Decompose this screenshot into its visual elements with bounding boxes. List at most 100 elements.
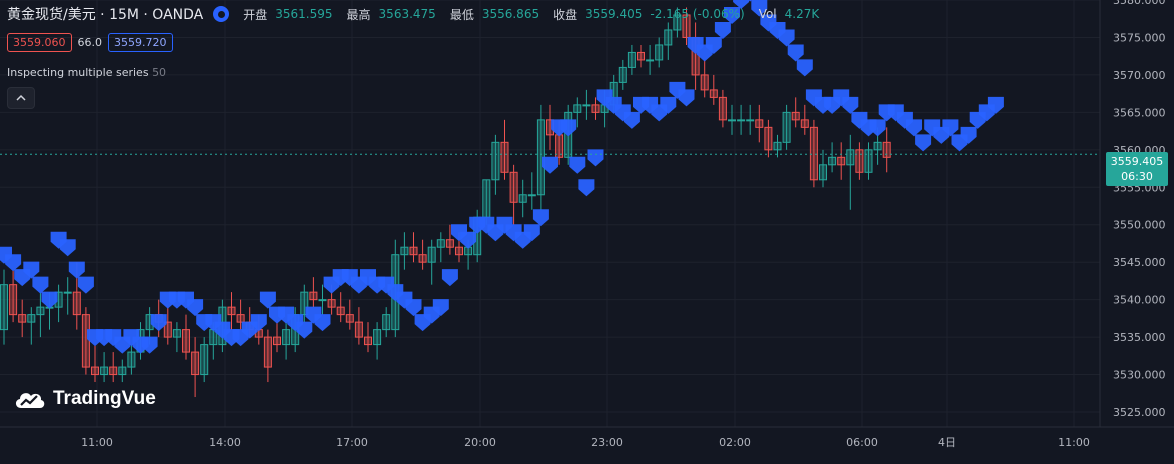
marker-shape	[250, 314, 267, 332]
marker-shape	[960, 126, 977, 144]
symbol-title[interactable]: 黄金现货/美元 · 15M · OANDA	[7, 7, 204, 23]
y-tick-label: 3580.000	[1113, 0, 1166, 7]
candle-body	[373, 329, 382, 346]
marker-shape	[314, 314, 331, 332]
marker-shape	[660, 96, 677, 114]
y-tick-label: 3545.000	[1113, 256, 1166, 269]
marker-shape	[59, 239, 76, 257]
ask-button[interactable]: 3559.720	[108, 33, 173, 52]
candle-body	[837, 156, 846, 166]
marker-shape	[460, 231, 477, 249]
marker-shape	[714, 21, 731, 39]
candle-body	[81, 314, 90, 368]
candle-body	[309, 291, 318, 301]
indicator-label: Inspecting multiple series	[7, 66, 149, 79]
candle-body	[263, 336, 272, 368]
y-tick-label: 3565.000	[1113, 106, 1166, 119]
candle-body	[773, 141, 782, 151]
marker-shape	[141, 336, 158, 354]
marker-shape	[724, 6, 740, 24]
candle-body	[491, 141, 500, 181]
high-value: 3563.475	[378, 7, 436, 21]
marker-shape	[432, 299, 449, 317]
candle-body	[655, 44, 664, 61]
marker-shape	[523, 224, 540, 242]
time-axis[interactable]: 11:00 14:00 17:00 20:00 23:00 02:00 06:00 4日 11:…	[81, 436, 1090, 449]
y-tick-label: 3525.000	[1113, 406, 1166, 419]
marker-shape	[296, 321, 313, 339]
candle-body	[200, 344, 209, 376]
candle-body	[172, 329, 181, 338]
marker-shape	[587, 149, 604, 167]
candle-body	[445, 239, 454, 248]
vol-value: 4.27K	[784, 7, 820, 21]
marker-shape	[68, 261, 85, 279]
marker-shape	[678, 89, 695, 107]
candle-body	[300, 291, 309, 316]
candle-body	[700, 74, 709, 91]
candle-body	[273, 336, 281, 346]
marker-shape	[842, 96, 859, 114]
logo-text: TradingVue	[53, 388, 156, 409]
y-tick-label: 3535.000	[1113, 331, 1166, 344]
vol-label: Vol	[758, 7, 777, 21]
candle-body	[227, 306, 236, 316]
candle-body	[500, 141, 509, 173]
marker-shape	[77, 276, 94, 294]
marker-shape	[751, 0, 768, 17]
candle-body	[127, 351, 136, 368]
marker-shape	[623, 111, 640, 129]
indicator-legend[interactable]: Inspecting multiple series 50	[7, 66, 166, 79]
candle-body	[828, 156, 837, 166]
x-tick-label: 11:00	[1058, 436, 1090, 449]
marker-shape	[560, 119, 577, 137]
marker-shape	[41, 291, 58, 309]
candle-body	[409, 246, 418, 256]
x-tick-label: 4日	[938, 436, 956, 449]
marker-shape	[578, 179, 595, 197]
open-label: 开盘	[243, 7, 268, 22]
candle-body	[182, 329, 190, 353]
candle-body	[163, 321, 172, 338]
last-price-tag: 3559.405 06:30	[1106, 152, 1168, 186]
marker-shape	[748, 0, 752, 2]
candle-body	[782, 111, 791, 143]
bid-button[interactable]: 3559.060	[7, 33, 72, 52]
candle-body	[800, 119, 809, 128]
last-price-value: 3559.405	[1110, 155, 1164, 168]
candle-body	[91, 366, 99, 376]
candle-body	[855, 149, 864, 173]
y-tick-label: 3550.000	[1113, 219, 1166, 232]
x-tick-label: 02:00	[719, 436, 751, 449]
candle-body	[627, 51, 636, 68]
market-status-icon[interactable]	[213, 6, 230, 22]
candle-body	[646, 59, 655, 62]
candle-body	[0, 284, 8, 331]
marker-shape	[705, 36, 722, 54]
marker-shape	[733, 0, 750, 9]
candle-body	[518, 194, 527, 203]
legend: 黄金现货/美元 · 15M · OANDA 开盘 3561.595 最高 356…	[7, 4, 819, 24]
candle-body	[819, 164, 827, 181]
x-tick-label: 20:00	[464, 436, 496, 449]
candle-body	[364, 336, 372, 346]
quote-bar: 3559.060 66.0 3559.720	[7, 33, 173, 52]
spread-value: 66.0	[77, 36, 103, 49]
candle-body	[882, 141, 891, 158]
marker-shape	[796, 59, 813, 77]
marker-shape	[542, 156, 558, 174]
collapse-legend-button[interactable]	[7, 87, 35, 109]
candle-body	[36, 306, 45, 316]
price-axis[interactable]: 3525.000 3530.000 3535.000 3540.000 3545.000…	[1113, 0, 1166, 419]
marker-shape	[150, 314, 167, 332]
candle-body	[728, 119, 736, 122]
chevron-up-icon	[16, 94, 26, 101]
cloud-logo-icon	[15, 393, 45, 408]
candle-body	[427, 246, 436, 263]
close-label: 收盘	[553, 7, 578, 22]
y-tick-label: 3570.000	[1113, 69, 1166, 82]
candle-body	[382, 314, 391, 331]
candle-body	[482, 179, 491, 218]
bar-countdown: 06:30	[1121, 170, 1153, 183]
